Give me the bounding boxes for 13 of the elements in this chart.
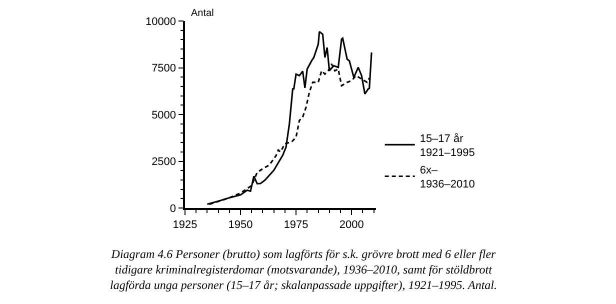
x-tick-label: 1975 [284, 218, 308, 231]
y-tick-label: 7500 [152, 62, 176, 75]
text: Diagram 4.6 Personer (brutto) som lagförts för s.k. grövre brott med 6 eller fler tidigare kriminalregisterdomar (motsvarande), 1936–2010, samt för stöldbrott lagförda unga personer (15–17 år; skalanpassade uppgifter), 1921–1995. Antal. [110, 247, 497, 292]
y-tick-label: 5000 [152, 109, 176, 122]
x-tick-label: 1925 [172, 218, 198, 231]
legend-label: 6x– 1936–2010 [420, 164, 475, 191]
x-tick-label: 1950 [228, 218, 253, 231]
y-tick-label: 2500 [152, 156, 176, 168]
x-tick-label: 2000 [339, 218, 364, 231]
legend-label: 15–17 år 1921–1995 [420, 132, 475, 160]
y-tick-label: 0 [170, 202, 176, 215]
y-tick-label: 10000 [145, 16, 176, 28]
y-axis-title: Antal [191, 8, 214, 19]
